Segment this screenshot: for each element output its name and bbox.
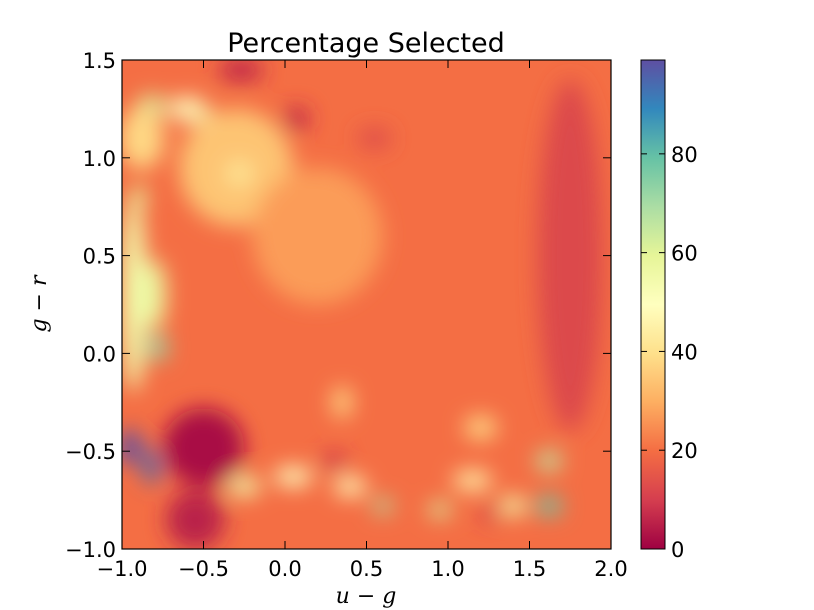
- y-tick-label: −1.0: [65, 538, 116, 562]
- heatmap-surface: [122, 60, 611, 549]
- heatmap-region: [333, 476, 367, 497]
- heatmap-region: [320, 453, 347, 469]
- x-tick-label: 1.5: [513, 557, 546, 581]
- heatmap-region: [273, 466, 313, 487]
- colorbar-tick-label: 0: [671, 538, 684, 562]
- heatmap-region: [122, 106, 165, 170]
- chart-title: Percentage Selected: [227, 28, 505, 59]
- y-tick-label: 0.0: [83, 342, 116, 366]
- heatmap-region: [537, 79, 603, 432]
- heatmap-region: [122, 196, 147, 393]
- heatmap-region: [480, 505, 497, 522]
- colorbar-tick-label: 80: [671, 143, 698, 167]
- colorbar-axis: 0 20 40 60 80: [641, 143, 698, 562]
- heatmap-region: [162, 408, 245, 487]
- y-tick-label: 1.5: [83, 49, 116, 73]
- x-tick-label: 2.0: [594, 557, 627, 581]
- y-axis: 1.5 1.0 0.5 0.0 −0.5 −1.0: [65, 49, 611, 562]
- x-axis: −1.0 −0.5 0.0 0.5 1.0 1.5 2.0: [97, 60, 628, 581]
- heatmap-region: [373, 498, 393, 514]
- heatmap-region: [218, 60, 264, 82]
- heatmap-region: [252, 167, 383, 305]
- x-tick-label: −1.0: [97, 557, 148, 581]
- x-axis-label: u − g: [336, 584, 397, 609]
- heatmap-region: [500, 496, 527, 516]
- heatmap-region: [143, 259, 167, 330]
- y-tick-label: 0.5: [83, 245, 116, 269]
- x-tick-label: 0.0: [268, 557, 301, 581]
- x-tick-label: 1.0: [431, 557, 464, 581]
- colorbar-tick-label: 20: [671, 439, 698, 463]
- heatmap-region: [143, 449, 160, 485]
- heatmap-region: [227, 476, 261, 497]
- heatmap-region: [428, 502, 452, 518]
- heatmap-region: [358, 128, 391, 149]
- heatmap-region: [148, 333, 168, 362]
- heatmap-region: [122, 429, 142, 465]
- y-tick-label: −0.5: [65, 440, 116, 464]
- heatmap-region: [167, 97, 207, 121]
- colorbar: [640, 59, 666, 550]
- heatmap-region: [166, 490, 225, 549]
- colorbar-tick-label: 60: [671, 242, 698, 266]
- heatmap-region: [536, 451, 563, 471]
- heatmap-region: [332, 386, 352, 418]
- heatmap-region: [464, 415, 497, 440]
- heatmap-region: [452, 470, 493, 491]
- y-tick-label: 1.0: [83, 147, 116, 171]
- x-tick-label: −0.5: [178, 557, 229, 581]
- heatmap-region: [536, 496, 563, 516]
- y-axis-label: g − r: [27, 274, 52, 333]
- heatmap-region: [226, 161, 253, 186]
- heatmap-region: [283, 106, 310, 131]
- colorbar-tick-label: 40: [671, 340, 698, 364]
- x-tick-label: 0.5: [350, 557, 383, 581]
